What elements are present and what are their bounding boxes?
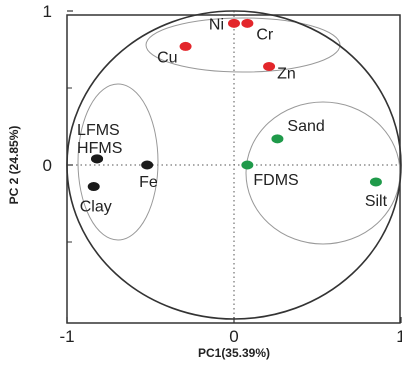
point-sand [271, 134, 284, 144]
point-label-clay: Clay [80, 199, 112, 216]
y-tick-label: 0 [43, 156, 52, 175]
y-axis-title: PC 2 (24.85%) [7, 126, 21, 205]
point-label-silt: Silt [365, 193, 388, 210]
point-label-cr: Cr [256, 26, 274, 43]
point-label-lfms: LFMS [77, 122, 120, 139]
point-zn [263, 61, 276, 71]
x-axis-title: PC1(35.39%) [198, 346, 270, 360]
point-cu [179, 41, 192, 51]
point-clay [87, 182, 100, 192]
x-tick-label: 1 [396, 327, 402, 346]
point-cr [241, 18, 254, 28]
point-label-cu: Cu [157, 49, 177, 66]
point-ni [228, 18, 240, 28]
data-points [87, 18, 382, 192]
point-label-fe: Fe [139, 174, 158, 191]
point-hfms [91, 154, 104, 164]
axes: -1 0 1 1 0 [43, 2, 402, 346]
point-label-sand: Sand [287, 118, 324, 135]
point-label-fdms: FDMS [253, 172, 298, 189]
x-tick-label: -1 [59, 327, 74, 346]
point-fe [141, 160, 154, 170]
point-fdms [241, 160, 254, 170]
point-label-hfms: HFMS [77, 140, 122, 157]
group-ellipses [77, 17, 401, 245]
x-tick-label: 0 [229, 327, 238, 346]
point-label-ni: Ni [209, 16, 224, 33]
group-ellipse-fine [77, 83, 159, 241]
point-label-zn: Zn [277, 65, 296, 82]
reference-lines [67, 11, 401, 319]
point-silt [369, 177, 382, 187]
y-tick-label: 1 [43, 2, 52, 21]
